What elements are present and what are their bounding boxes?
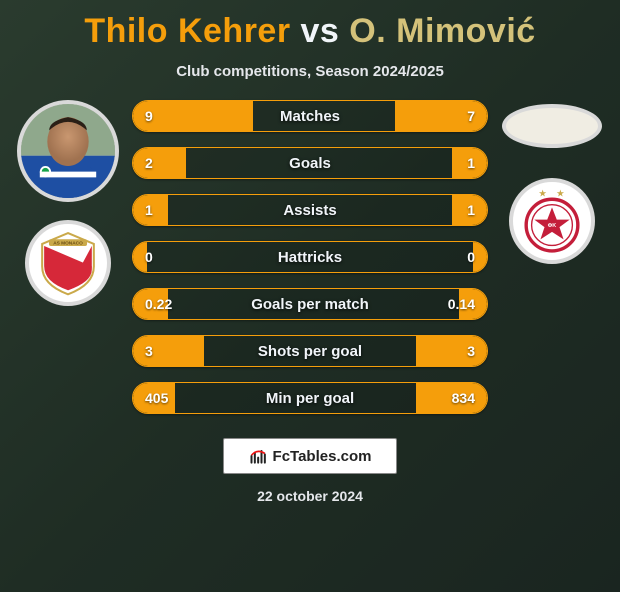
- content-area: AS MONACO 9 7 Matches 2 1 Goals 1 1 Assists 0 0 Hat…: [0, 100, 620, 414]
- stat-value-right: 1: [467, 155, 475, 171]
- left-column: AS MONACO: [8, 100, 128, 414]
- player1-name: Thilo Kehrer: [84, 12, 290, 50]
- stat-label: Matches: [280, 108, 340, 125]
- stat-value-left: 9: [145, 108, 153, 124]
- stat-row: 2 1 Goals: [132, 147, 488, 179]
- stat-label: Goals: [289, 155, 331, 172]
- stat-label: Hattricks: [278, 249, 342, 266]
- stats-bars: 9 7 Matches 2 1 Goals 1 1 Assists 0 0 Hattricks 0.22…: [128, 100, 492, 414]
- svg-text:★: ★: [538, 189, 547, 200]
- monaco-badge-icon: AS MONACO: [34, 229, 102, 297]
- stat-value-left: 0: [145, 249, 153, 265]
- stat-value-left: 1: [145, 202, 153, 218]
- stat-row: 9 7 Matches: [132, 100, 488, 132]
- stat-label: Assists: [283, 202, 336, 219]
- svg-text:ΦK: ΦK: [548, 223, 556, 229]
- player2-photo-placeholder: [502, 104, 602, 148]
- stat-label: Goals per match: [251, 296, 369, 313]
- player2-name: O. Mimović: [349, 12, 535, 50]
- bar-left: [133, 336, 204, 366]
- fctables-logo-icon: [249, 446, 269, 466]
- logo-text: FcTables.com: [273, 448, 372, 465]
- date-label: 22 october 2024: [0, 488, 620, 504]
- stat-value-left: 0.22: [145, 296, 172, 312]
- stat-row: 0 0 Hattricks: [132, 241, 488, 273]
- stat-label: Min per goal: [266, 390, 354, 407]
- player2-club-badge: ★ ★ ΦK: [509, 178, 595, 264]
- stat-row: 1 1 Assists: [132, 194, 488, 226]
- stat-row: 3 3 Shots per goal: [132, 335, 488, 367]
- comparison-title: Thilo Kehrer vs O. Mimović: [0, 12, 620, 51]
- fctables-logo: FcTables.com: [223, 438, 397, 474]
- stat-label: Shots per goal: [258, 343, 362, 360]
- stat-value-right: 0.14: [448, 296, 475, 312]
- right-column: ★ ★ ΦK: [492, 100, 612, 414]
- player1-club-badge: AS MONACO: [25, 220, 111, 306]
- player1-photo: [17, 100, 119, 202]
- stat-row: 0.22 0.14 Goals per match: [132, 288, 488, 320]
- subtitle: Club competitions, Season 2024/2025: [0, 63, 620, 80]
- stat-value-left: 405: [145, 390, 168, 406]
- vs-label: vs: [301, 12, 340, 50]
- stat-value-right: 1: [467, 202, 475, 218]
- bar-left: [133, 148, 186, 178]
- bar-right: [416, 336, 487, 366]
- player-photo-icon: [21, 104, 115, 198]
- stat-value-right: 3: [467, 343, 475, 359]
- stat-row: 405 834 Min per goal: [132, 382, 488, 414]
- stat-value-right: 0: [467, 249, 475, 265]
- stat-value-right: 7: [467, 108, 475, 124]
- crvena-zvezda-badge-icon: ★ ★ ΦK: [518, 187, 586, 255]
- stat-value-left: 2: [145, 155, 153, 171]
- stat-value-right: 834: [452, 390, 475, 406]
- stat-value-left: 3: [145, 343, 153, 359]
- svg-text:AS MONACO: AS MONACO: [53, 241, 83, 247]
- svg-text:★: ★: [556, 189, 565, 200]
